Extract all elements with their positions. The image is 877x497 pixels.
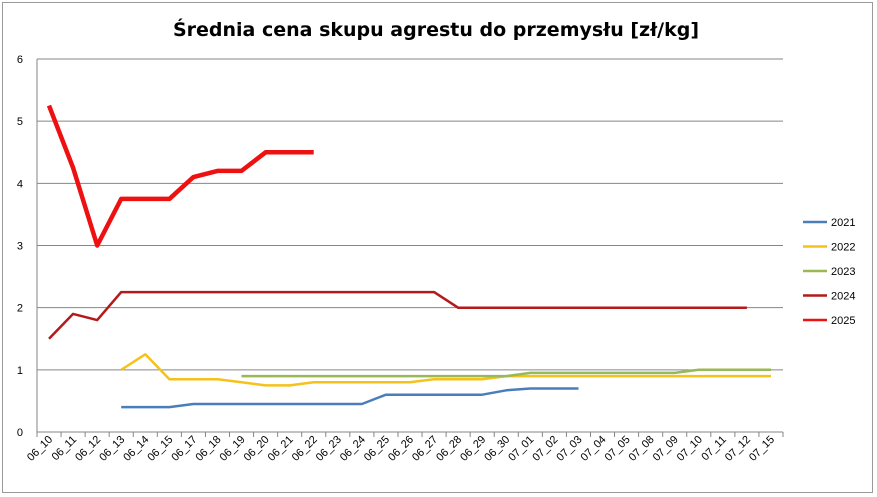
x-tick-label: 07_11 <box>699 434 729 464</box>
x-tick-label: 06_25 <box>362 434 392 464</box>
x-tick-label: 06_27 <box>410 434 440 464</box>
gridlines <box>37 58 783 371</box>
x-tick-label: 06_17 <box>169 434 199 464</box>
y-tick-label: 0 <box>17 427 23 439</box>
x-tick-label: 07_03 <box>554 434 584 464</box>
x-tick-label: 07_12 <box>723 434 753 464</box>
x-tick-label: 06_30 <box>482 434 512 464</box>
x-tick-label: 06_24 <box>338 434 368 464</box>
y-tick-label: 6 <box>17 54 23 66</box>
legend-label-2021: 2021 <box>831 217 855 229</box>
x-tick-label: 07_04 <box>579 434 609 464</box>
x-axis-ticks: 06_1006_1106_1206_1306_1406_1506_1706_18… <box>25 434 777 464</box>
x-tick-label: 07_05 <box>603 434 633 464</box>
y-tick-label: 3 <box>17 241 23 253</box>
x-tick-label: 07_10 <box>675 434 705 464</box>
x-tick-label: 06_23 <box>314 434 344 464</box>
y-tick-label: 4 <box>17 178 23 190</box>
x-tick-label: 06_15 <box>145 434 175 464</box>
chart-title: Średnia cena skupu agrestu do przemysłu … <box>173 17 699 41</box>
x-tick-label: 06_22 <box>290 434 320 464</box>
x-tick-label: 06_14 <box>121 434 151 464</box>
x-tick-label: 06_12 <box>73 434 103 464</box>
legend-label-2023: 2023 <box>831 266 855 278</box>
series-line-2021 <box>121 387 579 409</box>
series-line-2022 <box>120 353 771 387</box>
series-line-2023 <box>241 368 771 378</box>
x-tick-label: 06_29 <box>458 434 488 464</box>
x-tick-label: 06_18 <box>193 434 223 464</box>
y-tick-label: 1 <box>17 365 23 377</box>
x-tick-label: 06_20 <box>242 434 272 464</box>
x-tick-label: 06_11 <box>50 434 80 464</box>
axes <box>36 59 784 437</box>
x-tick-label: 07_01 <box>506 434 536 464</box>
legend-label-2022: 2022 <box>831 242 855 254</box>
series-lines <box>46 104 771 409</box>
legend-label-2025: 2025 <box>831 315 855 327</box>
series-line-2024 <box>48 290 747 340</box>
x-tick-label: 06_26 <box>386 434 416 464</box>
x-tick-label: 07_08 <box>627 434 657 464</box>
y-axis-ticks: 0 1 2 3 4 5 6 <box>17 54 23 439</box>
y-tick-label: 5 <box>17 116 23 128</box>
x-tick-label: 07_15 <box>747 434 777 464</box>
x-tick-label: 06_21 <box>266 434 296 464</box>
x-tick-label: 07_02 <box>530 434 560 464</box>
x-tick-label: 06_28 <box>434 434 464 464</box>
series-line-2025 <box>46 104 314 248</box>
legend-label-2024: 2024 <box>831 291 855 303</box>
y-tick-label: 2 <box>17 303 23 315</box>
x-tick-label: 07_09 <box>651 434 681 464</box>
legend: 2021 2022 2023 2024 2025 <box>803 217 855 327</box>
x-tick-label: 06_10 <box>25 434 55 464</box>
x-tick-label: 06_19 <box>218 434 248 464</box>
x-tick-label: 06_13 <box>97 434 127 464</box>
